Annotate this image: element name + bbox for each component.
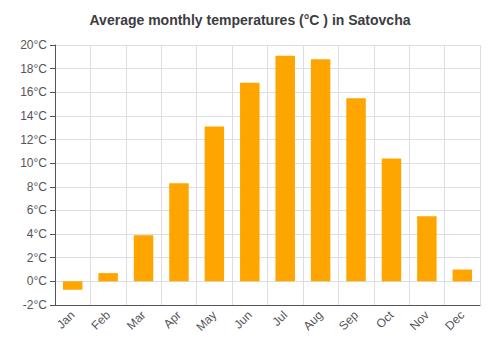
svg-text:Jan: Jan (54, 308, 78, 332)
svg-text:Average monthly temperatures (: Average monthly temperatures (°C ) in Sa… (90, 12, 411, 28)
svg-text:16°C: 16°C (20, 85, 47, 99)
svg-text:Apr: Apr (161, 308, 184, 331)
svg-text:20°C: 20°C (20, 38, 47, 52)
svg-text:14°C: 14°C (20, 109, 47, 123)
svg-text:0°C: 0°C (27, 274, 47, 288)
svg-text:8°C: 8°C (27, 180, 47, 194)
svg-text:Feb: Feb (89, 308, 114, 333)
svg-text:Aug: Aug (301, 308, 326, 333)
svg-text:4°C: 4°C (27, 227, 47, 241)
svg-text:12°C: 12°C (20, 133, 47, 147)
svg-text:Oct: Oct (373, 308, 397, 332)
svg-text:Jun: Jun (231, 308, 255, 332)
svg-text:Jul: Jul (269, 308, 290, 329)
svg-text:Mar: Mar (124, 308, 149, 332)
svg-text:Dec: Dec (442, 308, 467, 333)
svg-text:18°C: 18°C (20, 62, 47, 76)
svg-text:10°C: 10°C (20, 156, 47, 170)
svg-text:Nov: Nov (407, 308, 432, 333)
svg-text:6°C: 6°C (27, 203, 47, 217)
svg-text:May: May (193, 308, 219, 334)
svg-text:2°C: 2°C (27, 251, 47, 265)
svg-text:-2°C: -2°C (23, 298, 47, 312)
svg-text:Sep: Sep (336, 308, 361, 333)
